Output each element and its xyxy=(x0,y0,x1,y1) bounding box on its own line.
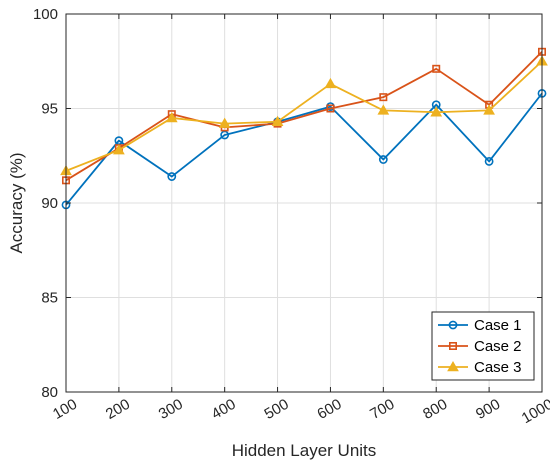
series-3 xyxy=(60,55,548,176)
legend-item: Case 3 xyxy=(438,359,522,376)
data-point xyxy=(324,77,337,89)
x-tick-label: 700 xyxy=(367,396,397,423)
data-point xyxy=(432,64,441,73)
legend-marker xyxy=(448,320,458,330)
data-point xyxy=(379,93,388,102)
y-tick-label: 95 xyxy=(41,101,58,118)
legend-label: Case 2 xyxy=(474,338,522,355)
legend-label: Case 1 xyxy=(474,317,522,334)
data-point xyxy=(483,104,495,115)
data-point xyxy=(218,117,231,128)
legend-marker xyxy=(447,360,459,372)
data-point xyxy=(167,172,177,181)
legend-marker xyxy=(448,341,457,350)
ticks xyxy=(65,13,543,393)
data-point xyxy=(484,157,494,166)
y-tick-label: 85 xyxy=(41,290,58,307)
series-group xyxy=(60,47,548,210)
y-tick-label: 80 xyxy=(41,384,58,401)
data-point xyxy=(377,104,390,115)
series-line xyxy=(65,51,543,182)
x-tick-label: 300 xyxy=(156,396,186,423)
x-tick-label: 800 xyxy=(420,396,450,423)
data-point xyxy=(113,144,125,155)
series-line xyxy=(65,92,543,206)
x-tick-label: 900 xyxy=(473,396,503,423)
data-point xyxy=(430,106,443,117)
series-line xyxy=(65,60,543,172)
data-point xyxy=(165,111,178,123)
x-tick-label: 500 xyxy=(262,396,292,423)
y-tick-label: 90 xyxy=(41,195,58,212)
y-axis-label: Accuracy (%) xyxy=(7,152,26,253)
x-tick-label: 400 xyxy=(209,396,239,423)
data-point xyxy=(271,115,284,126)
data-point xyxy=(326,104,335,113)
legend-label: Case 3 xyxy=(474,359,522,376)
legend-item: Case 1 xyxy=(438,317,522,334)
legend-item: Case 2 xyxy=(438,338,522,355)
data-point xyxy=(378,155,388,164)
x-tick-label: 1000 xyxy=(519,396,550,427)
x-axis-label: Hidden Layer Units xyxy=(232,441,377,460)
x-tick-label: 600 xyxy=(314,396,344,423)
y-tick-label: 100 xyxy=(33,6,58,23)
x-tick-label: 200 xyxy=(103,396,133,423)
legend: Case 1 Case 2 Case 3 xyxy=(431,311,535,381)
